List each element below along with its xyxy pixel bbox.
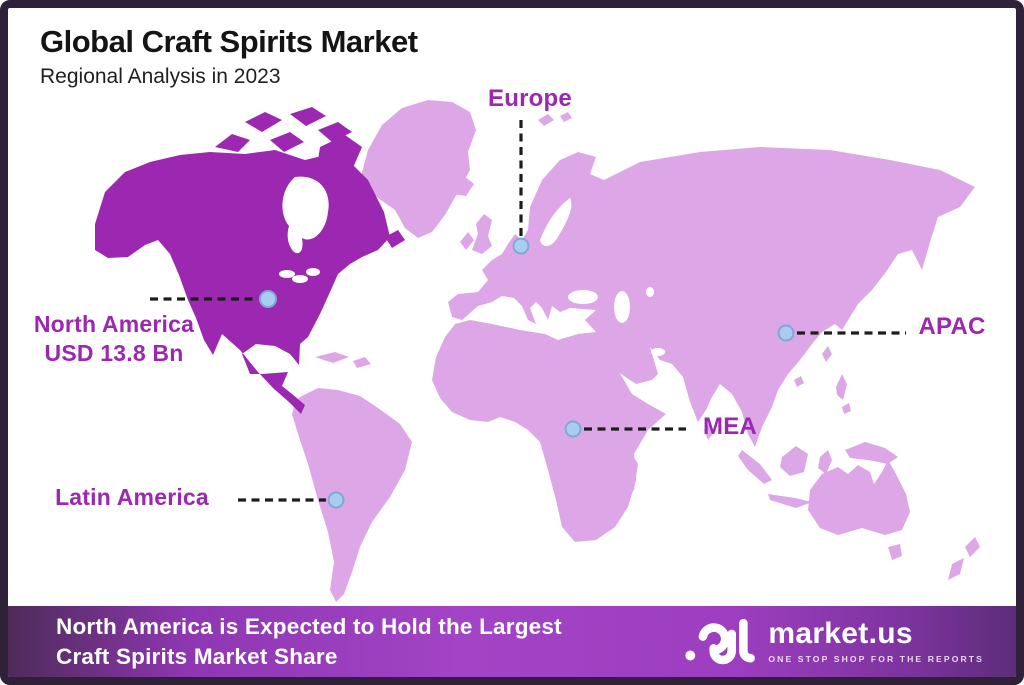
- water-black-sea: [568, 290, 598, 304]
- marker-latin-america: [327, 491, 345, 509]
- region-label-mea: MEA: [703, 413, 757, 440]
- landmass-taiwan: [822, 346, 832, 362]
- footer-banner: North America is Expected to Hold the La…: [8, 606, 1016, 677]
- marker-north-america: [259, 290, 277, 308]
- landmass-north-america-highlight: [95, 150, 390, 414]
- landmass-hainan: [794, 376, 804, 387]
- landmass-sri-lanka: [704, 422, 714, 440]
- water-great-lakes: [279, 270, 295, 278]
- landmass-sakhalin: [850, 180, 862, 217]
- marker-europe: [512, 237, 530, 255]
- footer-headline-line2: Craft Spirits Market Share: [56, 643, 338, 669]
- world-map: [95, 100, 980, 602]
- water-great-lakes-2: [292, 275, 308, 283]
- landmass-south-america: [292, 388, 412, 602]
- water-great-lakes-3: [306, 268, 320, 276]
- marker-mea: [564, 420, 582, 438]
- water-baltic-sea: [540, 198, 572, 246]
- water-persian-gulf: [651, 348, 665, 356]
- landmass-newfoundland: [385, 230, 405, 248]
- landmass-svalbard: [538, 112, 572, 126]
- brand-name: market.us: [768, 617, 913, 650]
- brand-text: market.us ONE STOP SHOP FOR THE REPORTS: [768, 617, 984, 665]
- landmass-madagascar: [618, 454, 638, 500]
- landmass-arctic-islands: [215, 107, 362, 174]
- landmass-sulawesi: [818, 450, 832, 474]
- footer-headline: North America is Expected to Hold the La…: [56, 612, 562, 672]
- landmass-borneo: [780, 446, 808, 476]
- landmass-sumatra: [738, 450, 772, 484]
- footer-headline-line1: North America is Expected to Hold the La…: [56, 613, 562, 639]
- marker-apac: [777, 324, 795, 342]
- water-aral-sea: [646, 287, 654, 297]
- region-value-north-america: USD 13.8 Bn: [44, 340, 184, 367]
- page-subtitle: Regional Analysis in 2023: [40, 64, 281, 88]
- landmass-greenland: [360, 100, 476, 238]
- landmass-cuba: [315, 352, 349, 363]
- marketus-logo-icon: [685, 618, 756, 664]
- landmass-africa: [432, 320, 666, 542]
- landmass-new-zealand: [948, 537, 980, 580]
- water-caspian-sea: [614, 291, 630, 323]
- landmass-new-guinea: [845, 442, 898, 464]
- landmass-uk: [472, 214, 492, 254]
- region-label-latin-america: Latin America: [55, 484, 209, 510]
- region-label-north-america-name: North America: [33, 311, 195, 337]
- region-label-europe: Europe: [488, 85, 572, 112]
- region-label-north-america: North America USD 13.8 Bn: [14, 310, 214, 369]
- brand-lockup: market.us ONE STOP SHOP FOR THE REPORTS: [684, 614, 984, 670]
- landmass-java: [768, 494, 812, 508]
- landmass-eurasia: [448, 147, 975, 447]
- water-hudson-bay: [282, 176, 329, 254]
- landmass-philippines: [836, 374, 851, 414]
- brand-tagline: ONE STOP SHOP FOR THE REPORTS: [768, 654, 984, 664]
- landmass-ireland: [460, 232, 474, 250]
- page-title: Global Craft Spirits Market: [40, 24, 418, 59]
- landmass-iceland: [448, 176, 474, 196]
- landmass-tasmania: [888, 544, 902, 560]
- header: Global Craft Spirits Market Regional Ana…: [40, 24, 418, 89]
- region-label-apac: APAC: [918, 313, 986, 340]
- landmass-australia: [808, 460, 910, 535]
- landmass-japan: [814, 242, 864, 316]
- landmass-hispaniola: [353, 357, 371, 368]
